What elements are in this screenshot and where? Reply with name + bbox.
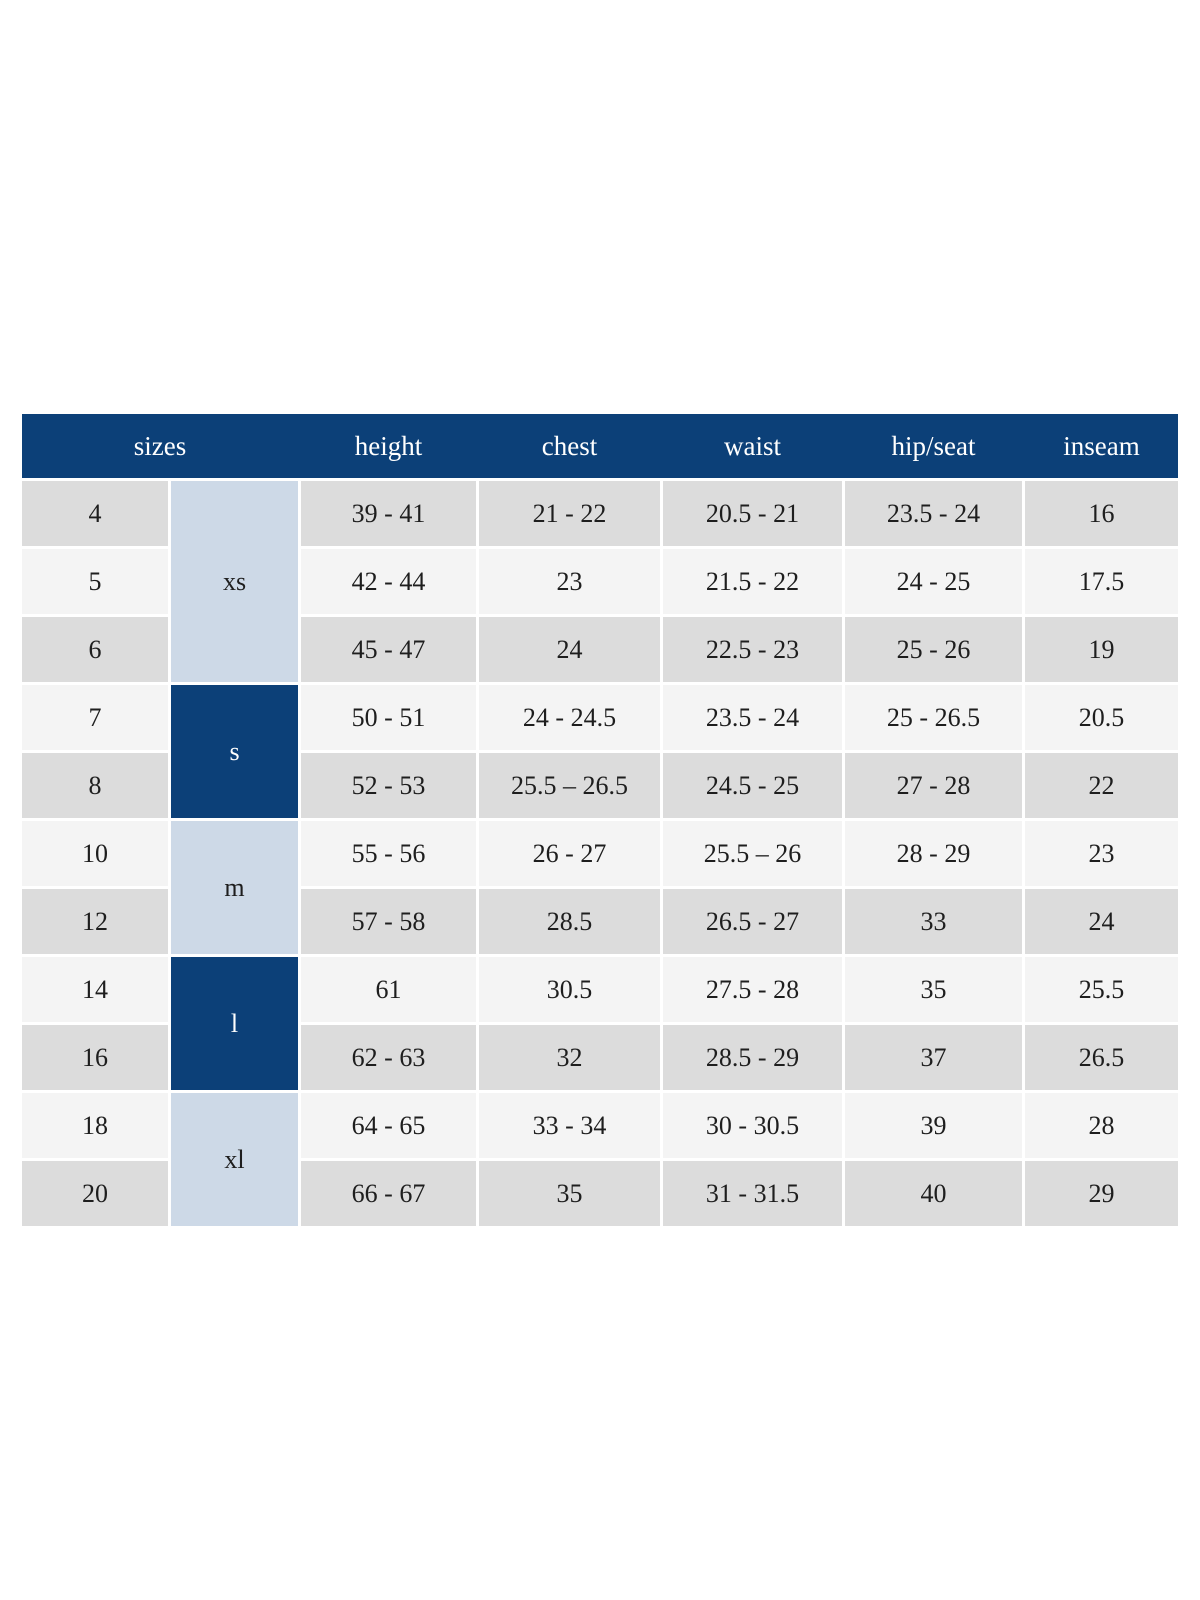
group-cell-xl: xl bbox=[171, 1093, 298, 1226]
hip-seat-cell: 37 bbox=[845, 1025, 1022, 1090]
size-cell: 10 bbox=[22, 821, 168, 886]
inseam-cell: 24 bbox=[1025, 889, 1178, 954]
waist-cell: 26.5 - 27 bbox=[663, 889, 842, 954]
hip-seat-cell: 33 bbox=[845, 889, 1022, 954]
inseam-cell: 22 bbox=[1025, 753, 1178, 818]
waist-cell: 30 - 30.5 bbox=[663, 1093, 842, 1158]
size-cell: 4 bbox=[22, 481, 168, 546]
hip-seat-cell: 25 - 26 bbox=[845, 617, 1022, 682]
waist-cell: 22.5 - 23 bbox=[663, 617, 842, 682]
hip-seat-cell: 28 - 29 bbox=[845, 821, 1022, 886]
inseam-cell: 20.5 bbox=[1025, 685, 1178, 750]
waist-cell: 27.5 - 28 bbox=[663, 957, 842, 1022]
height-cell: 66 - 67 bbox=[301, 1161, 476, 1226]
size-cell: 18 bbox=[22, 1093, 168, 1158]
waist-cell: 21.5 - 22 bbox=[663, 549, 842, 614]
height-cell: 62 - 63 bbox=[301, 1025, 476, 1090]
hip-seat-cell: 23.5 - 24 bbox=[845, 481, 1022, 546]
hip-seat-cell: 39 bbox=[845, 1093, 1022, 1158]
size-cell: 20 bbox=[22, 1161, 168, 1226]
column-header-sizes: sizes bbox=[133, 430, 187, 461]
inseam-cell: 19 bbox=[1025, 617, 1178, 682]
height-cell: 57 - 58 bbox=[301, 889, 476, 954]
group-cell-s: s bbox=[171, 685, 298, 818]
hip-seat-cell: 25 - 26.5 bbox=[845, 685, 1022, 750]
chest-cell: 25.5 – 26.5 bbox=[479, 753, 660, 818]
chest-cell: 24 - 24.5 bbox=[479, 685, 660, 750]
inseam-cell: 17.5 bbox=[1025, 549, 1178, 614]
height-cell: 45 - 47 bbox=[301, 617, 476, 682]
chest-cell: 30.5 bbox=[479, 957, 660, 1022]
waist-cell: 23.5 - 24 bbox=[663, 685, 842, 750]
size-cell: 5 bbox=[22, 549, 168, 614]
size-cell: 16 bbox=[22, 1025, 168, 1090]
chest-cell: 26 - 27 bbox=[479, 821, 660, 886]
inseam-cell: 26.5 bbox=[1025, 1025, 1178, 1090]
inseam-cell: 16 bbox=[1025, 481, 1178, 546]
height-cell: 61 bbox=[301, 957, 476, 1022]
column-header-inseam: inseam bbox=[1063, 430, 1140, 461]
height-cell: 50 - 51 bbox=[301, 685, 476, 750]
waist-cell: 24.5 - 25 bbox=[663, 753, 842, 818]
hip-seat-cell: 27 - 28 bbox=[845, 753, 1022, 818]
waist-cell: 31 - 31.5 bbox=[663, 1161, 842, 1226]
hip-seat-cell: 35 bbox=[845, 957, 1022, 1022]
size-cell: 14 bbox=[22, 957, 168, 1022]
chest-cell: 28.5 bbox=[479, 889, 660, 954]
inseam-cell: 28 bbox=[1025, 1093, 1178, 1158]
chest-cell: 23 bbox=[479, 549, 660, 614]
column-header-height: height bbox=[354, 430, 423, 461]
height-cell: 55 - 56 bbox=[301, 821, 476, 886]
hip-seat-cell: 40 bbox=[845, 1161, 1022, 1226]
column-header-hip-seat: hip/seat bbox=[891, 430, 976, 461]
chest-cell: 33 - 34 bbox=[479, 1093, 660, 1158]
chest-cell: 21 - 22 bbox=[479, 481, 660, 546]
waist-cell: 25.5 – 26 bbox=[663, 821, 842, 886]
height-cell: 42 - 44 bbox=[301, 549, 476, 614]
size-cell: 8 bbox=[22, 753, 168, 818]
column-header-waist: waist bbox=[724, 430, 781, 461]
size-cell: 7 bbox=[22, 685, 168, 750]
waist-cell: 20.5 - 21 bbox=[663, 481, 842, 546]
inseam-cell: 29 bbox=[1025, 1161, 1178, 1226]
size-cell: 6 bbox=[22, 617, 168, 682]
height-cell: 64 - 65 bbox=[301, 1093, 476, 1158]
height-cell: 52 - 53 bbox=[301, 753, 476, 818]
chest-cell: 32 bbox=[479, 1025, 660, 1090]
inseam-cell: 23 bbox=[1025, 821, 1178, 886]
chest-cell: 35 bbox=[479, 1161, 660, 1226]
group-cell-xs: xs bbox=[171, 481, 298, 682]
chest-cell: 24 bbox=[479, 617, 660, 682]
size-cell: 12 bbox=[22, 889, 168, 954]
group-cell-l: l bbox=[171, 957, 298, 1090]
size-chart-table: sizes height chest waist hip/seat inseam… bbox=[22, 414, 1178, 1226]
column-header-chest: chest bbox=[541, 430, 598, 461]
group-cell-m: m bbox=[171, 821, 298, 954]
height-cell: 39 - 41 bbox=[301, 481, 476, 546]
table-header-bar bbox=[22, 414, 1178, 478]
waist-cell: 28.5 - 29 bbox=[663, 1025, 842, 1090]
hip-seat-cell: 24 - 25 bbox=[845, 549, 1022, 614]
inseam-cell: 25.5 bbox=[1025, 957, 1178, 1022]
